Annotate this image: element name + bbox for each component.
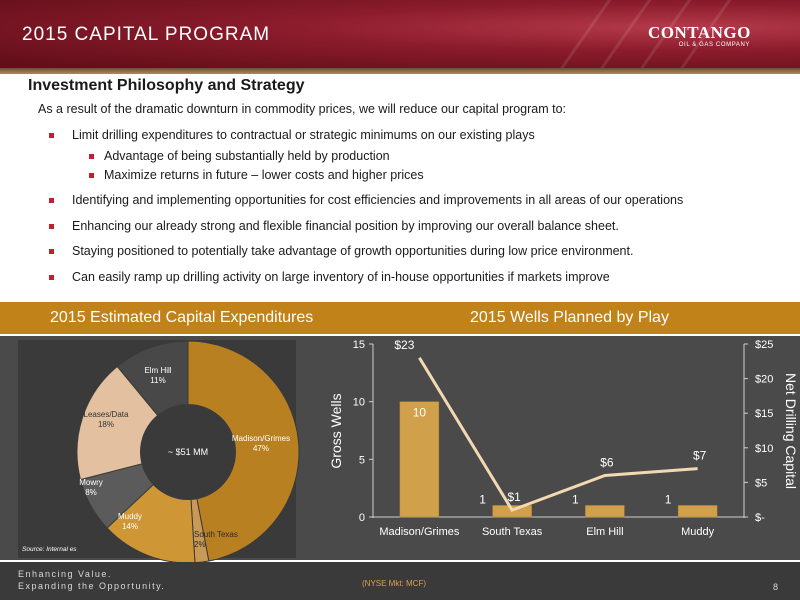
bullet-text: Enhancing our already strong and flexibl… <box>72 219 619 233</box>
intro-text: As a result of the dramatic downturn in … <box>38 102 567 116</box>
slide-header: 2015 CAPITAL PROGRAM CONTANGO OIL & GAS … <box>0 0 800 68</box>
bullet-marker <box>49 249 54 254</box>
left-tick-label: 5 <box>359 454 365 466</box>
bullet-item: Enhancing our already strong and flexibl… <box>49 219 619 233</box>
line-value-label: $7 <box>693 449 707 463</box>
bullet-marker <box>89 154 94 159</box>
section-heading: Investment Philosophy and Strategy <box>28 77 305 94</box>
left-tick-label: 10 <box>353 397 365 409</box>
donut-center-label: ~ $51 MM <box>168 447 208 457</box>
logo-wordmark: CONTANGO <box>648 23 751 42</box>
logo-subtitle: OIL & GAS COMPANY <box>678 42 750 48</box>
bullet-item: Staying positioned to potentially take a… <box>49 244 634 258</box>
left-axis-title: Gross Wells <box>328 393 344 468</box>
slice-label-elmhill-name: Elm Hill <box>144 366 171 375</box>
footer-ticker: (NYSE Mkt: MCF) <box>362 579 426 588</box>
bar <box>399 401 440 518</box>
slice-label-madison-name: Madison/Grimes <box>232 434 290 443</box>
company-logo: CONTANGO OIL & GAS COMPANY <box>648 23 772 49</box>
right-tick-label: $- <box>755 512 765 524</box>
slice-label-leases-name: Leases/Data <box>84 410 129 419</box>
bullet-item: Limit drilling expenditures to contractu… <box>49 128 535 142</box>
category-label: Madison/Grimes <box>379 526 460 538</box>
category-label: Elm Hill <box>586 526 623 538</box>
bullet-text: Can easily ramp up drilling activity on … <box>72 270 610 284</box>
slice-label-southtexas-name: South Texas <box>194 530 238 539</box>
wells-chart-title: 2015 Wells Planned by Play <box>470 309 669 326</box>
bullet-text: Identifying and implementing opportuniti… <box>72 193 684 207</box>
slice-label-leases-pct: 18% <box>98 420 114 429</box>
bullet-text: Staying positioned to potentially take a… <box>72 244 634 258</box>
line-value-label: $6 <box>600 455 614 469</box>
category-label: South Texas <box>482 526 543 538</box>
slice-label-muddy-pct: 14% <box>122 522 138 531</box>
bullet-text: Limit drilling expenditures to contractu… <box>72 128 535 142</box>
bullet-marker <box>49 133 54 138</box>
right-tick-label: $10 <box>755 443 773 455</box>
header-divider <box>0 68 800 74</box>
bar-value-label: 1 <box>479 492 486 506</box>
bar <box>585 505 625 518</box>
bar <box>677 505 718 518</box>
capex-chart-title: 2015 Estimated Capital Expenditures <box>50 309 314 326</box>
bullet-text: Advantage of being substantially held by… <box>104 149 390 163</box>
right-tick-label: $20 <box>755 374 773 386</box>
chart-title-band: 2015 Estimated Capital Expenditures 2015… <box>0 302 800 334</box>
slice-label-southtexas-pct: 2% <box>194 540 206 549</box>
footer-tagline-2: Expanding the Opportunity. <box>18 581 166 591</box>
right-tick-label: $15 <box>755 408 773 420</box>
sub-bullet-item: Maximize returns in future – lower costs… <box>89 168 424 182</box>
left-tick-label: 15 <box>353 339 365 351</box>
bullet-marker <box>49 198 54 203</box>
left-tick-label: 0 <box>359 512 365 524</box>
sub-bullet-item: Advantage of being substantially held by… <box>89 149 390 163</box>
category-label: Muddy <box>681 526 715 538</box>
slide-footer: Enhancing Value. Expanding the Opportuni… <box>0 562 800 600</box>
bar-value-label: 1 <box>572 492 579 506</box>
bullet-text: Maximize returns in future – lower costs… <box>104 168 424 182</box>
bullet-item: Can easily ramp up drilling activity on … <box>49 270 610 284</box>
bullet-marker <box>89 173 94 178</box>
donut-slice-madison-grimes <box>187 340 300 562</box>
bar-value-label: 1 <box>665 492 672 506</box>
bullet-item: Identifying and implementing opportuniti… <box>49 193 684 207</box>
slide-title: 2015 CAPITAL PROGRAM <box>22 24 271 45</box>
right-tick-label: $25 <box>755 339 773 351</box>
net-capital-line <box>418 357 698 512</box>
slice-label-muddy-name: Muddy <box>118 512 142 521</box>
slice-label-mowry-name: Mowry <box>79 478 103 487</box>
bullet-marker <box>49 224 54 229</box>
bullet-marker <box>49 275 54 280</box>
bar-value-label: 10 <box>413 406 427 420</box>
source-note: Source: Internal es <box>22 546 77 553</box>
right-axis-title: Net Drilling Capital <box>783 373 799 489</box>
slice-label-elmhill-pct: 11% <box>150 376 165 385</box>
line-value-label: $1 <box>507 490 521 504</box>
footer-tagline-1: Enhancing Value. <box>18 569 112 579</box>
slice-label-mowry-pct: 8% <box>85 488 97 497</box>
right-tick-label: $5 <box>755 477 767 489</box>
slice-label-madison-pct: 47% <box>253 444 269 453</box>
donut-hole <box>140 404 236 500</box>
line-value-label: $23 <box>394 338 414 352</box>
page-number: 8 <box>773 582 779 592</box>
